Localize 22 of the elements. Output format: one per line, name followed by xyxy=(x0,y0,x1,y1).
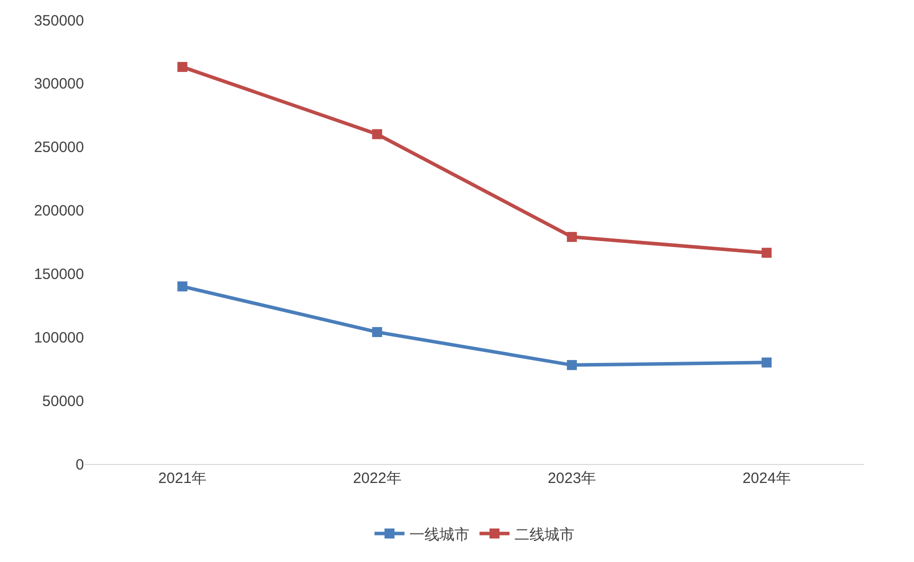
x-tick-label: 2024年 xyxy=(742,470,791,487)
legend-label: 一线城市 xyxy=(410,526,470,544)
point xyxy=(177,62,188,72)
legend-label: 二线城市 xyxy=(514,526,574,544)
x-tick-label: 2021年 xyxy=(158,470,207,487)
point xyxy=(762,248,772,258)
y-tick-label: 350000 xyxy=(34,12,84,30)
x-tick-label: 2022年 xyxy=(352,470,402,487)
y-tick-label: 250000 xyxy=(34,139,84,156)
point xyxy=(177,281,188,292)
y-tick-label: 50000 xyxy=(42,392,84,410)
point xyxy=(566,232,577,242)
point xyxy=(372,327,382,338)
point xyxy=(566,360,577,370)
y-tick-label: 200000 xyxy=(34,202,84,220)
point xyxy=(372,129,382,140)
x-tick-label: 2023年 xyxy=(548,470,596,487)
y-tick-label: 300000 xyxy=(34,76,84,93)
y-tick-label: 0 xyxy=(76,456,84,474)
y-tick-label: 150000 xyxy=(34,266,84,283)
y-tick-label: 100000 xyxy=(34,329,84,346)
point xyxy=(762,358,772,368)
